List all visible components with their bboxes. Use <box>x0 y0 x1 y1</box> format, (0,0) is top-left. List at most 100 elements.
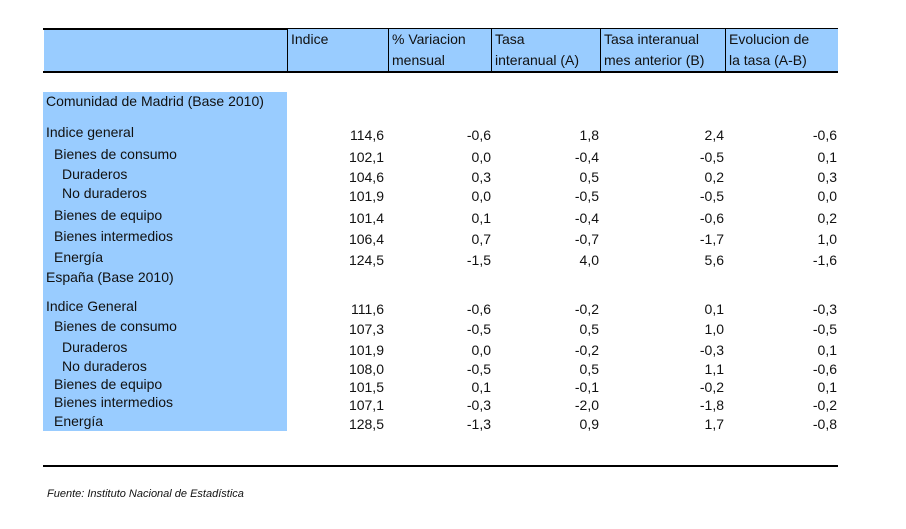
table-cell: -0,6 <box>812 127 837 143</box>
header-tasa-mes-line1: Tasa interanual <box>604 31 699 47</box>
table-cell: 101,5 <box>348 379 384 395</box>
table-cell: 0,1 <box>817 342 837 358</box>
section-title: España (Base 2010) <box>46 269 174 285</box>
table-cell: -1,7 <box>699 231 724 247</box>
table-cell: 1,7 <box>704 416 724 432</box>
table-cell: -0,4 <box>574 210 599 226</box>
table-cell: 5,6 <box>704 252 724 268</box>
table-cell: 0,0 <box>471 342 491 358</box>
header-label-cell <box>44 29 287 71</box>
table-cell: 104,6 <box>348 169 384 185</box>
table-cell: 0,0 <box>471 149 491 165</box>
table-cell: 1,0 <box>817 231 837 247</box>
header-bottom-rule <box>43 71 838 73</box>
source-note: Fuente: Instituto Nacional de Estadístic… <box>47 488 244 500</box>
table-cell: 0,3 <box>471 169 491 185</box>
table-cell: 107,3 <box>348 321 384 337</box>
table-cell: -0,3 <box>812 301 837 317</box>
table-cell: 106,4 <box>348 231 384 247</box>
table-cell: 0,5 <box>579 361 599 377</box>
table-cell: -0,5 <box>812 321 837 337</box>
table-cell: -0,2 <box>699 379 724 395</box>
table-cell: -0,5 <box>574 188 599 204</box>
table-cell: 107,1 <box>348 397 384 413</box>
table-cell: 0,3 <box>817 169 837 185</box>
table-cell: 0,1 <box>704 301 724 317</box>
row-label: Duraderos <box>62 166 128 182</box>
row-label: Bienes intermedios <box>54 394 174 410</box>
table-cell: 0,7 <box>471 231 491 247</box>
table-cell: 108,0 <box>348 361 384 377</box>
table-cell: 0,1 <box>471 210 491 226</box>
header-tasa-line2: interanual (A) <box>495 52 580 68</box>
table-cell: 101,9 <box>348 342 384 358</box>
table-cell: 4,0 <box>579 252 599 268</box>
table-cell: -0,5 <box>466 321 491 337</box>
table-cell: -1,8 <box>699 397 724 413</box>
table-cell: -0,7 <box>574 231 599 247</box>
header-evolucion-line1: Evolucion de <box>729 31 810 47</box>
header-evolucion-tasa: Evolucion de la tasa (A-B) <box>725 29 838 71</box>
row-label: Bienes de consumo <box>54 318 177 334</box>
table-cell: -0,2 <box>574 342 599 358</box>
header-tasa-mes-anterior: Tasa interanual mes anterior (B) <box>600 29 725 71</box>
row-label: No duraderos <box>62 185 147 201</box>
row-label: Energía <box>54 249 104 265</box>
table-cell: 1,1 <box>704 361 724 377</box>
table-cell: -0,6 <box>466 127 491 143</box>
row-label: No duraderos <box>62 358 147 374</box>
table-cell: -0,3 <box>466 397 491 413</box>
table-cell: -0,4 <box>574 149 599 165</box>
table-cell: -1,6 <box>812 252 837 268</box>
table-cell: -0,2 <box>574 301 599 317</box>
table-cell: -0,8 <box>812 416 837 432</box>
row-label: Indice general <box>46 124 134 140</box>
header-evolucion-line2: la tasa (A-B) <box>729 52 807 68</box>
row-label: Energía <box>54 413 104 429</box>
row-label: Duraderos <box>62 339 128 355</box>
table-cell: 0,5 <box>579 169 599 185</box>
table-cell: -0,6 <box>699 210 724 226</box>
table-cell: -0,6 <box>812 361 837 377</box>
header-tasa-line1: Tasa <box>495 31 525 47</box>
table-cell: 0,9 <box>579 416 599 432</box>
table-cell: 111,6 <box>351 301 384 317</box>
header-tasa-mes-line2: mes anterior (B) <box>604 52 705 68</box>
header-variacion-mensual: % Variacion mensual <box>388 29 491 71</box>
table-cell: -0,1 <box>574 379 599 395</box>
table-cell: 0,1 <box>817 149 837 165</box>
row-label: Indice General <box>46 298 138 314</box>
table-cell: -0,5 <box>699 149 724 165</box>
header-indice: Indice <box>287 29 388 71</box>
table-cell: -0,3 <box>699 342 724 358</box>
table-cell: -0,5 <box>699 188 724 204</box>
table-cell: -0,6 <box>466 301 491 317</box>
header-variacion-line1: % Variacion <box>392 31 466 47</box>
table-cell: 114,6 <box>350 127 384 143</box>
table-cell: -1,3 <box>466 416 491 432</box>
table-cell: -0,2 <box>812 397 837 413</box>
table-cell: -0,5 <box>466 361 491 377</box>
table-cell: 1,0 <box>704 321 724 337</box>
table-cell: 102,1 <box>348 149 384 165</box>
table-cell: 2,4 <box>704 127 724 143</box>
table-cell: 0,5 <box>579 321 599 337</box>
table-cell: 0,0 <box>471 188 491 204</box>
table-cell: 0,1 <box>471 379 491 395</box>
row-label: Bienes de consumo <box>54 146 177 162</box>
table-cell: 128,5 <box>348 416 384 432</box>
footer-rule <box>43 465 838 467</box>
table-cell: 1,8 <box>579 127 599 143</box>
header-variacion-line2: mensual <box>392 52 445 68</box>
section-title: Comunidad de Madrid (Base 2010) <box>46 93 264 109</box>
row-label: Bienes de equipo <box>54 207 163 223</box>
row-label: Bienes intermedios <box>54 228 174 244</box>
row-label: Bienes de equipo <box>54 376 163 392</box>
header-tasa-interanual: Tasa interanual (A) <box>491 29 600 71</box>
table-cell: 101,9 <box>348 188 384 204</box>
table-cell: -2,0 <box>574 397 599 413</box>
table-cell: 101,4 <box>348 210 384 226</box>
table-cell: -1,5 <box>466 252 491 268</box>
table-cell: 0,2 <box>817 210 837 226</box>
table-cell: 0,2 <box>704 169 724 185</box>
